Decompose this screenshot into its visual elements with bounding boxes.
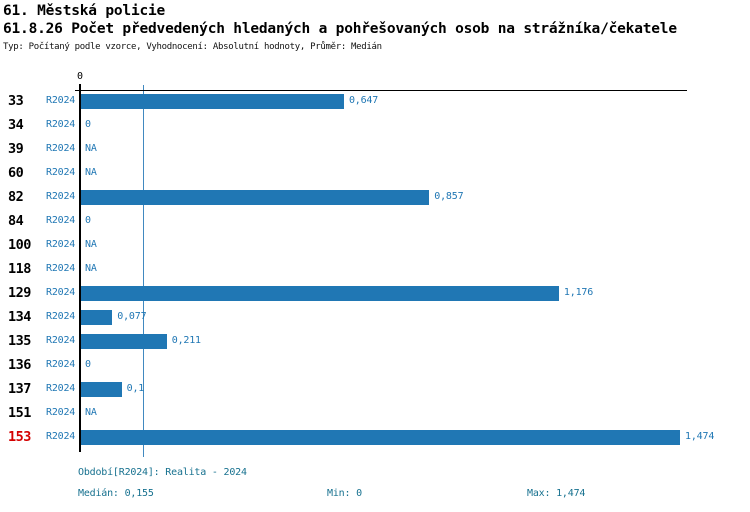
bar [81,286,559,301]
row-series-label: R2024 [46,143,76,154]
x-axis-zero-tick-label: 0 [76,71,84,82]
row-series-label: R2024 [46,359,76,370]
min-stat: Min: 0 [327,488,362,499]
page-title: 61. Městská policie [3,3,166,19]
row-series-label: R2024 [46,191,76,202]
bar-value-label: 0,077 [117,311,147,322]
row-series-label: R2024 [46,383,76,394]
zero-value-label: 0 [85,215,91,226]
bar-value-label: 0,647 [348,95,379,106]
row-id-label: 84 [8,212,24,229]
row-series-label: R2024 [46,335,76,346]
row-series-label: R2024 [46,167,76,178]
zero-value-label: 0 [85,119,91,130]
row-series-label: R2024 [46,287,76,298]
bar [81,310,113,325]
bar-value-label: 1,474 [685,431,715,442]
row-id-label: 129 [8,284,31,301]
row-id-label: 137 [8,380,31,397]
row-series-label: R2024 [46,431,76,442]
bar-value-label: 0,857 [434,191,464,202]
period-legend: Období[R2024]: Realita - 2024 [78,467,247,478]
bar [81,382,122,397]
indicator-meta: Typ: Počítaný podle vzorce, Vyhodnocení:… [3,42,382,52]
na-value-label: NA [85,143,97,154]
bar-value-label: 1,176 [563,287,594,298]
row-series-label: R2024 [46,239,76,250]
na-value-label: NA [85,167,97,178]
bar [81,334,167,349]
y-axis-line [79,84,81,452]
bar-value-label: 0,1 [126,383,145,394]
row-id-label: 34 [8,116,24,133]
max-stat: Max: 1,474 [527,488,586,499]
row-id-label: 82 [8,188,24,205]
row-id-label: 136 [8,356,31,373]
na-value-label: NA [85,407,97,418]
row-series-label: R2024 [46,407,76,418]
bar-value-label: 0,211 [171,335,201,346]
row-id-label: 118 [8,260,31,277]
row-id-label: 153 [8,428,31,445]
row-id-label: 134 [8,308,31,325]
row-id-label: 60 [8,164,24,181]
bar [81,94,344,109]
median-stat: Medián: 0,155 [78,488,154,499]
row-id-label: 33 [8,92,24,109]
row-series-label: R2024 [46,95,76,106]
row-id-label: 100 [8,236,31,253]
indicator-title: 61.8.26 Počet předvedených hledaných a p… [3,21,677,37]
na-value-label: NA [85,239,97,250]
x-axis-line [75,90,687,91]
bar [81,190,430,205]
zero-value-label: 0 [85,359,91,370]
row-id-label: 151 [8,404,31,421]
row-series-label: R2024 [46,119,76,130]
na-value-label: NA [85,263,97,274]
row-series-label: R2024 [46,311,76,322]
bar [81,430,681,445]
median-gridline [143,85,144,457]
row-id-label: 135 [8,332,31,349]
row-series-label: R2024 [46,263,76,274]
row-series-label: R2024 [46,215,76,226]
row-id-label: 39 [8,140,24,157]
